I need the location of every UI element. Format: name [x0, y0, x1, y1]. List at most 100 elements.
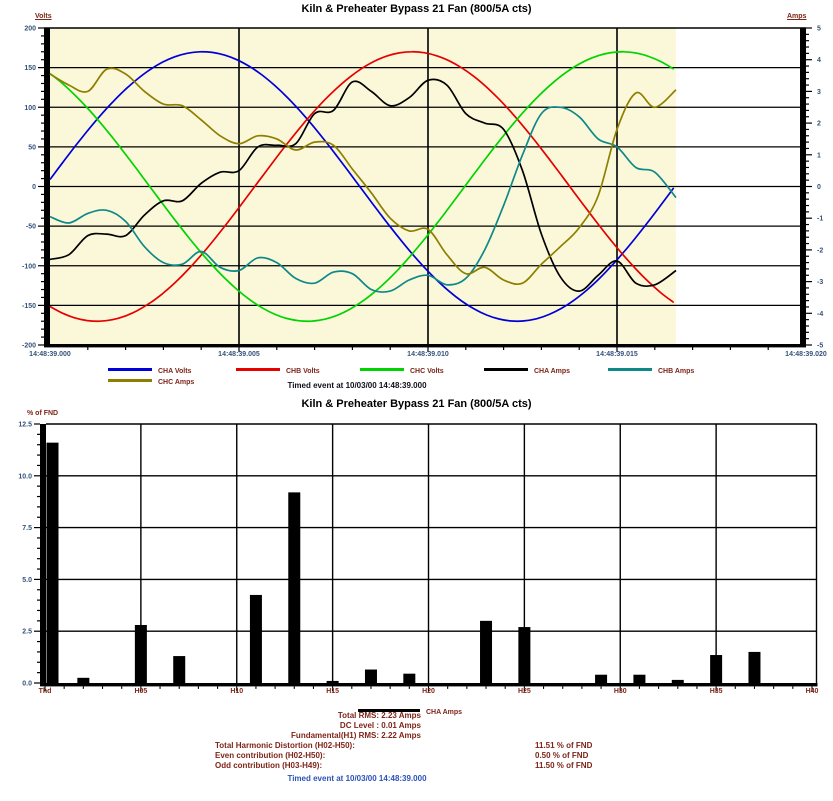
- harmonic-chart-title: Kiln & Preheater Bypass 21 Fan (800/5A c…: [301, 398, 532, 410]
- wave-legend: CHA Volts CHB Volts CHC Volts CHA Amps CHB A…: [0, 360, 833, 386]
- legend-label: CHA Amps: [534, 368, 571, 375]
- timed-event-caption-bottom: Timed event at 10/03/00 14:48:39.000: [287, 774, 427, 783]
- svg-text:H25: H25: [518, 688, 531, 695]
- svg-text:Thd: Thd: [39, 688, 52, 695]
- harmonic-legend-item: CHA Amps: [358, 701, 462, 716]
- legend-label: CHA Volts: [158, 368, 192, 375]
- legend-item-chb-amps: CHB Amps: [608, 360, 694, 375]
- legend-item-chc-volts: CHC Volts: [360, 360, 444, 375]
- wave-axis-ticks: -200 -150 -100 -50 0 50 100 150 200 -5 -4 -3 -2 -1 0 1 2…: [22, 26, 823, 352]
- waveform-cha-volts: [49, 50, 675, 323]
- svg-text:H05: H05: [134, 688, 147, 695]
- bar-h17: [364, 669, 377, 683]
- svg-text:2.5: 2.5: [22, 629, 32, 636]
- svg-text:-5: -5: [817, 343, 823, 350]
- dc-level-stat: DC Level : 0.01 Amps: [339, 721, 421, 730]
- odd-contribution-value: 11.50 % of FND: [535, 761, 593, 770]
- waveform-chb-amps: [49, 106, 677, 293]
- svg-text:14:48:39.005: 14:48:39.005: [218, 351, 260, 358]
- svg-text:150: 150: [24, 65, 36, 72]
- legend-swatch: [484, 368, 528, 371]
- svg-text:200: 200: [24, 26, 36, 33]
- odd-contribution-label: Odd contribution (H03-H49):: [215, 761, 323, 770]
- pct-fnd-axis-label: % of FND: [27, 410, 59, 417]
- svg-text:H10: H10: [230, 688, 243, 695]
- harmonic-spectrum-chart[interactable]: 0.0 2.5 5.0 7.5 10.0 12.5 Thd H05 H10 H15 H20 H25 H3…: [0, 410, 833, 702]
- legend-swatch: [108, 368, 152, 371]
- svg-text:H15: H15: [326, 688, 339, 695]
- bar-h15: [326, 680, 339, 683]
- legend-swatch: [236, 368, 280, 371]
- svg-text:1: 1: [817, 152, 821, 159]
- svg-text:H35: H35: [710, 688, 723, 695]
- amps-axis-label: Amps: [787, 13, 807, 20]
- legend-label: CHB Volts: [286, 368, 320, 375]
- waveform-chart[interactable]: -200 -150 -100 -50 0 50 100 150 200 -5 -4 -3 -2 -1 0 1 2…: [0, 0, 833, 360]
- svg-text:5: 5: [817, 26, 821, 33]
- bar-thd: [46, 442, 59, 683]
- legend-label: CHB Amps: [658, 368, 695, 375]
- svg-text:0: 0: [817, 184, 821, 191]
- bar-h31: [633, 674, 646, 683]
- waveform-chc-amps: [49, 67, 677, 286]
- svg-text:-100: -100: [22, 263, 36, 270]
- svg-text:-150: -150: [22, 303, 36, 310]
- bar-h13: [288, 492, 301, 683]
- svg-text:3: 3: [817, 89, 821, 96]
- svg-text:4: 4: [817, 57, 821, 64]
- thd-value: 11.51 % of FND: [535, 741, 593, 750]
- svg-text:5.0: 5.0: [22, 577, 32, 584]
- legend-item-cha-volts: CHA Volts: [108, 360, 191, 375]
- bar-h29: [595, 674, 608, 683]
- volts-axis-label: Volts: [35, 13, 52, 20]
- svg-text:14:48:39.015: 14:48:39.015: [596, 351, 638, 358]
- legend-label: CHC Volts: [410, 368, 444, 375]
- wave-x-tick-labels: 14:48:39.000 14:48:39.005 14:48:39.010 14:4…: [29, 351, 827, 358]
- svg-text:H20: H20: [422, 688, 435, 695]
- bar-h07: [173, 656, 186, 683]
- svg-text:0: 0: [32, 184, 36, 191]
- svg-text:-200: -200: [22, 343, 36, 350]
- legend-label: CHC Amps: [158, 379, 195, 386]
- svg-text:0.0: 0.0: [22, 681, 32, 688]
- legend-item-cha-amps: CHA Amps: [484, 360, 570, 375]
- svg-text:-1: -1: [817, 216, 823, 223]
- waveform-chb-volts: [49, 50, 675, 323]
- legend-swatch: [608, 368, 652, 371]
- bar-h23: [480, 620, 493, 683]
- timed-event-caption-top: Timed event at 10/03/00 14:48:39.000: [287, 381, 427, 390]
- harmonic-bars: [46, 442, 761, 683]
- svg-text:H40: H40: [806, 688, 819, 695]
- svg-text:H30: H30: [614, 688, 627, 695]
- svg-text:100: 100: [24, 105, 36, 112]
- harm-axis-ticks: 0.0 2.5 5.0 7.5 10.0 12.5: [18, 422, 813, 692]
- svg-text:12.5: 12.5: [18, 422, 32, 429]
- svg-text:7.5: 7.5: [22, 525, 32, 532]
- legend-item-chb-volts: CHB Volts: [236, 360, 320, 375]
- harmonic-legend-label: CHA Amps: [426, 709, 463, 716]
- svg-text:2: 2: [817, 121, 821, 128]
- cha-amps-legend-swatch: [358, 709, 420, 712]
- svg-text:-50: -50: [26, 224, 36, 231]
- wave-chart-title: Kiln & Preheater Bypass 21 Fan (800/5A c…: [301, 3, 532, 15]
- thd-label: Total Harmonic Distortion (H02-H50):: [215, 741, 355, 750]
- bar-h11: [249, 594, 262, 683]
- even-contribution-label: Even contribution (H02-H50):: [215, 751, 326, 760]
- waveform-cha-amps: [49, 78, 677, 292]
- legend-swatch: [108, 379, 152, 382]
- fundamental-rms-stat: Fundamental(H1) RMS: 2.22 Amps: [291, 731, 421, 740]
- legend-swatch: [360, 368, 404, 371]
- svg-text:14:48:39.000: 14:48:39.000: [29, 351, 71, 358]
- bar-h35: [710, 655, 723, 683]
- svg-text:50: 50: [28, 144, 36, 151]
- svg-text:-4: -4: [817, 311, 823, 318]
- bar-h33: [671, 679, 684, 683]
- svg-text:14:48:39.010: 14:48:39.010: [407, 351, 449, 358]
- svg-text:14:48:39.020: 14:48:39.020: [785, 351, 827, 358]
- svg-text:10.0: 10.0: [18, 473, 32, 480]
- harm-x-tick-labels: Thd H05 H10 H15 H20 H25 H30 H35 H40: [39, 688, 819, 695]
- harm-axes: [40, 423, 818, 687]
- harm-gridlines: [46, 424, 817, 683]
- bar-h37: [748, 651, 761, 683]
